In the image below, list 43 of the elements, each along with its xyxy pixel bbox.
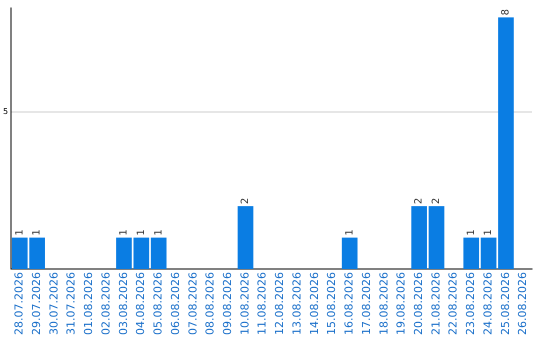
x-tick-label: 31.07.2026: [64, 272, 78, 336]
data-label: 1: [344, 229, 356, 236]
data-label: 1: [14, 229, 26, 236]
x-tick-label: 26.08.2026: [516, 272, 530, 336]
x-tick-label: 12.08.2026: [273, 272, 286, 336]
x-tick-label: 29.07.2026: [30, 272, 43, 336]
x-tick-label: 14.08.2026: [308, 272, 321, 336]
data-label: 8: [500, 9, 512, 16]
x-tick-label: 22.08.2026: [446, 272, 460, 336]
x-tick-label: 28.07.2026: [12, 272, 26, 336]
data-label: 1: [32, 229, 43, 236]
x-tick-label: 11.08.2026: [256, 272, 269, 336]
x-tick-label: 03.08.2026: [116, 272, 130, 336]
x-tick-label: 17.08.2026: [360, 272, 373, 336]
x-tick-label: 18.08.2026: [377, 272, 390, 336]
data-label: 2: [240, 198, 252, 204]
x-tick-label: 15.08.2026: [325, 272, 338, 336]
x-tick-label: 09.08.2026: [220, 272, 234, 336]
x-tick-label: 30.07.2026: [47, 272, 60, 336]
data-label: 1: [153, 229, 164, 236]
x-tick-label: 05.08.2026: [152, 272, 165, 336]
x-tick-label: 21.08.2026: [429, 272, 442, 336]
x-tick-label: 06.08.2026: [168, 272, 182, 336]
data-label: 1: [136, 229, 147, 236]
x-tick-label: 20.08.2026: [412, 272, 425, 336]
x-tick-label: 10.08.2026: [238, 272, 252, 336]
data-label: 2: [431, 198, 442, 204]
y-tick-label: 5: [2, 106, 8, 116]
x-tick-label: 07.08.2026: [186, 272, 200, 336]
x-tick-label: 04.08.2026: [134, 272, 148, 336]
x-tick-label: 19.08.2026: [394, 272, 408, 336]
x-tick-label: 01.08.2026: [82, 272, 96, 336]
data-label: 1: [118, 229, 130, 236]
data-label: 1: [483, 229, 494, 236]
data-label: 1: [466, 229, 477, 236]
x-tick-label: 16.08.2026: [342, 272, 356, 336]
x-tick-label: 02.08.2026: [99, 272, 112, 336]
data-label: 2: [414, 198, 425, 204]
x-tick-label: 08.08.2026: [204, 272, 217, 336]
x-tick-label: 24.08.2026: [481, 272, 494, 336]
x-tick-label: 23.08.2026: [464, 272, 478, 336]
x-tick-label: 13.08.2026: [290, 272, 304, 336]
x-tick-label: 25.08.2026: [498, 272, 512, 336]
